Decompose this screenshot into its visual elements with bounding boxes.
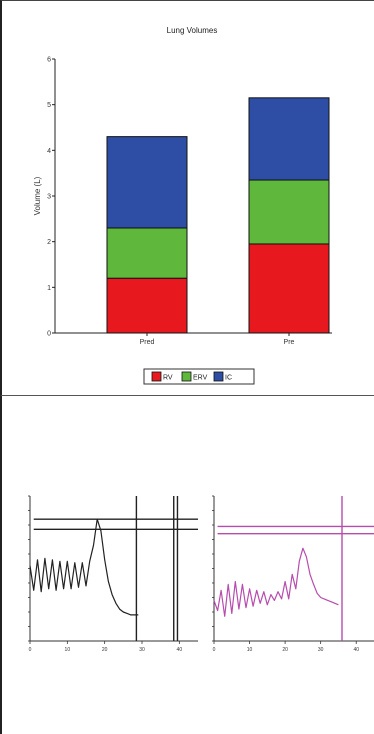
chart1-x-tick-label: 20 — [102, 647, 108, 653]
chart1-x-tick-label: 0 — [29, 647, 32, 653]
x-tick-label: Pre — [284, 339, 295, 346]
lung-volumes-chart: Lung Volumes Volume (L) 0 1 2 3 4 5 6 Pred Pre RV ER… — [33, 26, 332, 385]
y-tick-label: 3 — [47, 194, 51, 201]
legend-label-ic: IC — [225, 375, 232, 382]
chart2-x-tick-label: 30 — [318, 647, 324, 653]
chart1-x-tick-label: 10 — [65, 647, 71, 653]
bar-rv-pred — [106, 277, 188, 334]
y-tick-label: 0 — [47, 331, 51, 338]
chart2-x-tick-label: 10 — [247, 647, 253, 653]
bar-ic-pred — [106, 136, 188, 229]
bar-rv-pre — [248, 243, 330, 334]
legend-label-rv: RV — [163, 375, 173, 382]
y-axis-label: Volume (L) — [33, 176, 42, 215]
legend-swatch-erv — [181, 371, 192, 382]
y-tick-label: 1 — [47, 285, 51, 292]
chart1-x-tick-label: 30 — [139, 647, 145, 653]
x-tick-label: Pred — [140, 339, 155, 346]
flow-curves-panel: 0 10 20 30 40 0 10 20 30 40 — [0, 396, 374, 734]
legend-swatch-rv — [151, 371, 162, 382]
legend-swatch-ic — [213, 371, 224, 382]
chart2-x-tick-label: 40 — [353, 647, 359, 653]
y-tick-label: 6 — [47, 57, 51, 64]
chart1-curve — [29, 518, 139, 616]
y-tick-label: 5 — [47, 102, 51, 109]
legend-label-erv: ERV — [193, 375, 208, 382]
lung-volumes-panel: Lung Volumes Volume (L) 0 1 2 3 4 5 6 Pred Pre RV ER… — [0, 0, 374, 396]
chart2-x-tick-label: 20 — [282, 647, 288, 653]
y-tick-label: 2 — [47, 239, 51, 246]
chart2-x-tick-label: 0 — [213, 647, 216, 653]
bar-ic-pre — [248, 97, 330, 181]
bar-erv-pre — [248, 179, 330, 245]
chart1-x-tick-label: 40 — [177, 647, 183, 653]
bar-erv-pred — [106, 227, 188, 279]
legend-box — [143, 368, 255, 385]
y-tick-label: 4 — [47, 148, 51, 155]
chart-title: Lung Volumes — [167, 26, 218, 35]
flow-volume-charts: 0 10 20 30 40 0 10 20 30 40 — [28, 495, 374, 653]
chart2-curve — [213, 547, 339, 617]
